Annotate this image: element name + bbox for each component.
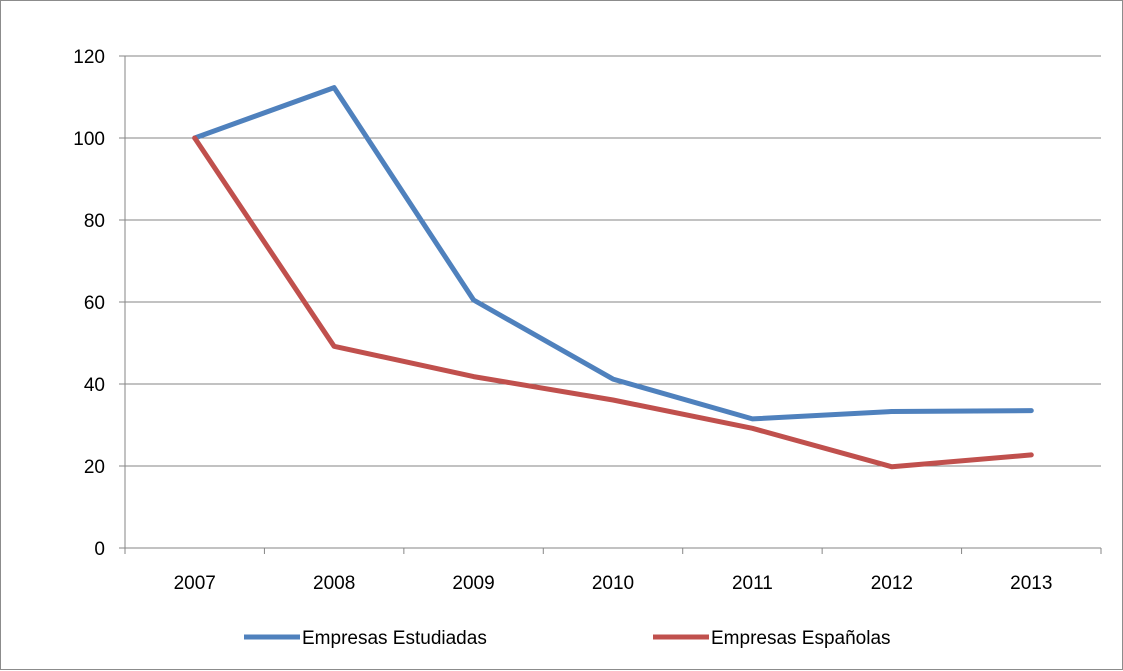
y-tick-label: 20	[84, 457, 105, 478]
x-tick-label: 2009	[452, 573, 494, 594]
x-tick-label: 2011	[732, 573, 773, 594]
x-tick-label: 2007	[174, 573, 216, 594]
y-tick-label: 120	[73, 47, 105, 68]
y-tick-label: 100	[73, 129, 105, 150]
y-tick-label: 60	[84, 293, 105, 314]
x-tick-label: 2012	[871, 573, 913, 594]
legend-label: Empresas Españolas	[711, 628, 891, 649]
x-tick-label: 2008	[313, 573, 355, 594]
y-tick-label: 0	[94, 539, 105, 560]
axes: 0 20 40 60 80 100 120 2007 2008 2009 2010 2011 2012 2…	[73, 47, 1101, 594]
series-line-1	[195, 88, 1032, 419]
legend-label: Empresas Estudiadas	[302, 628, 487, 649]
x-tick-label: 2013	[1010, 573, 1052, 594]
legend: Empresas Estudiadas Empresas Españolas	[244, 628, 891, 649]
y-tick-label: 40	[84, 375, 105, 396]
y-tick-label: 80	[84, 211, 105, 232]
gridlines	[125, 56, 1101, 466]
x-tick-label: 2010	[592, 573, 634, 594]
series-lines	[195, 87, 1032, 466]
